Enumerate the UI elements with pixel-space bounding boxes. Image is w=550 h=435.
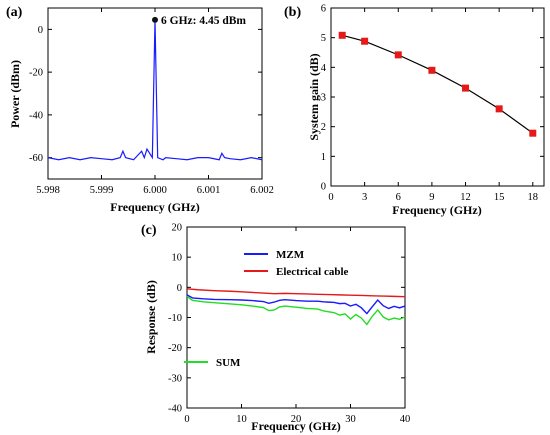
y-tick-label: 0 bbox=[38, 25, 43, 36]
y-tick-label: 20 bbox=[172, 223, 183, 234]
panel-b-gain-marker bbox=[462, 84, 470, 92]
panel-b-y-label: System gain (dB) bbox=[307, 53, 321, 140]
x-tick-label: 6 bbox=[396, 192, 401, 203]
y-tick-label: -30 bbox=[168, 373, 182, 384]
panel-a: (a) 5.998 5.999 6.000 6.001 6.002-60-40-200 … bbox=[6, 5, 274, 214]
x-tick-label: 6.000 bbox=[143, 185, 167, 196]
y-tick-label: -60 bbox=[29, 153, 43, 164]
legend-label: MZM bbox=[276, 249, 305, 261]
panel-a-y-label: Power (dBm) bbox=[8, 60, 22, 128]
x-tick-label: 6.002 bbox=[250, 185, 274, 196]
x-tick-label: 5.999 bbox=[90, 185, 114, 196]
panel-b-gain-marker bbox=[394, 51, 402, 59]
y-tick-label: -40 bbox=[29, 110, 43, 121]
panel-b-x-label: Frequency (GHz) bbox=[392, 203, 481, 217]
panel-b-gain-marker bbox=[529, 129, 537, 137]
panel-c-series-sum bbox=[186, 295, 406, 326]
x-tick-label: 40 bbox=[400, 414, 411, 425]
x-tick-label: 12 bbox=[460, 192, 471, 203]
panel-b-gain-marker bbox=[338, 31, 346, 39]
y-tick-label: 5 bbox=[321, 33, 326, 44]
x-tick-label: 0 bbox=[184, 414, 189, 425]
panel-b-plot-frame bbox=[330, 7, 545, 187]
panel-a-spectrum-line bbox=[47, 19, 263, 161]
y-tick-label: 0 bbox=[321, 182, 326, 193]
panel-b-gain-marker bbox=[361, 37, 369, 45]
x-tick-label: 15 bbox=[494, 192, 505, 203]
panel-a-x-label: Frequency (GHz) bbox=[110, 200, 199, 214]
y-tick-label: 2 bbox=[321, 122, 326, 133]
y-tick-label: -10 bbox=[168, 313, 182, 324]
x-tick-label: 3 bbox=[362, 192, 367, 203]
panel-b-label: (b) bbox=[284, 5, 301, 20]
panel-b-gain-marker bbox=[428, 66, 436, 74]
x-tick-label: 18 bbox=[528, 192, 539, 203]
panel-c-y-label: Response (dB) bbox=[144, 280, 158, 354]
panel-a-annotation: 6 GHz: 4.45 dBm bbox=[161, 15, 246, 27]
panel-c-x-label: Frequency (GHz) bbox=[251, 419, 340, 433]
x-tick-label: 10 bbox=[236, 414, 247, 425]
panel-c-series-electrical-cable bbox=[186, 288, 406, 298]
panel-b-gain-marker bbox=[495, 105, 503, 113]
x-tick-label: 5.998 bbox=[36, 185, 60, 196]
y-tick-label: 3 bbox=[321, 93, 326, 104]
panel-b-gain-line bbox=[342, 34, 534, 134]
y-tick-label: 1 bbox=[321, 152, 326, 163]
x-tick-label: 20 bbox=[291, 414, 302, 425]
y-tick-label: 6 bbox=[321, 4, 326, 15]
panel-a-peak-marker bbox=[152, 16, 158, 23]
legend-label: SUM bbox=[216, 357, 241, 369]
panel-c-series-mzm bbox=[186, 294, 406, 315]
y-tick-label: 4 bbox=[321, 63, 327, 74]
x-tick-label: 6.001 bbox=[197, 185, 221, 196]
y-tick-label: 0 bbox=[177, 283, 182, 294]
legend-label: Electrical cable bbox=[276, 266, 349, 278]
panel-c: (c) 0 10 20 30 40 -40 -30 -20 -10 0 10 20 MZM Electr… bbox=[141, 223, 410, 434]
x-tick-label: 9 bbox=[429, 192, 434, 203]
y-tick-label: -20 bbox=[29, 68, 43, 79]
y-tick-label: -40 bbox=[168, 404, 182, 415]
x-tick-label: 30 bbox=[345, 414, 356, 425]
y-tick-label: -20 bbox=[168, 343, 182, 354]
y-tick-label: 10 bbox=[172, 253, 183, 264]
panel-a-label: (a) bbox=[6, 5, 23, 20]
x-tick-label: 0 bbox=[328, 192, 333, 203]
panel-c-label: (c) bbox=[141, 223, 157, 238]
